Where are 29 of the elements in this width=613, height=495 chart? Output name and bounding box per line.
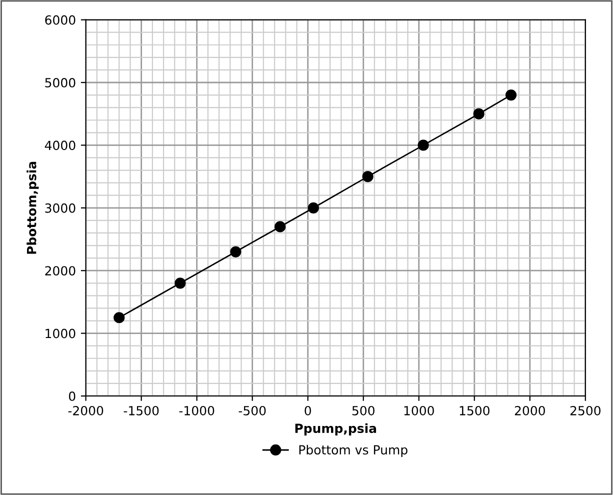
point <box>308 202 319 214</box>
point <box>505 89 517 101</box>
y-tick-label: 6000 <box>45 15 76 25</box>
point <box>473 108 484 120</box>
x-tick-label: -2000 <box>68 406 104 416</box>
legend-label: Pbottom vs Pump <box>299 444 408 457</box>
point <box>114 312 125 324</box>
x-tick-label: 2500 <box>570 406 600 416</box>
y-tick-label: 4000 <box>44 140 76 150</box>
y-axis-title: Pbottom,psia <box>26 162 39 254</box>
x-axis-title: Ppump,psia <box>295 423 376 436</box>
point <box>230 246 242 258</box>
y-tick-label: 5000 <box>45 78 76 88</box>
y-tick-label: 1000 <box>46 328 76 338</box>
x-tick-label: 1000 <box>404 406 434 416</box>
x-tick-label: 2000 <box>514 406 545 416</box>
point <box>418 140 429 151</box>
x-tick-label: -1000 <box>179 406 214 416</box>
point <box>274 221 286 232</box>
x-tick-label: 0 <box>304 406 312 416</box>
x-tick-label: -1500 <box>124 406 159 416</box>
point <box>174 278 186 289</box>
y-tick-label: 3000 <box>45 203 76 213</box>
x-tick-label: -500 <box>238 406 266 416</box>
x-tick-label: 500 <box>352 406 374 416</box>
x-tick-label: 1500 <box>460 406 490 416</box>
y-tick-label: 2000 <box>45 266 76 276</box>
y-tick-label: 0 <box>68 391 76 401</box>
point <box>362 170 374 182</box>
